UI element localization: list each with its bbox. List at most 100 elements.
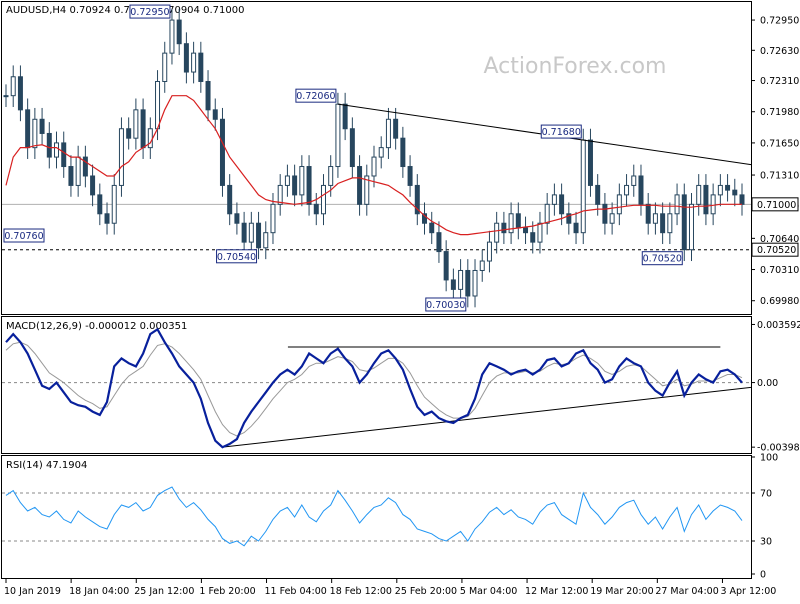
candle-body	[551, 194, 557, 205]
candle-body	[732, 189, 738, 196]
candle-body	[710, 194, 716, 215]
price-tick-label: 0.72950	[760, 16, 799, 27]
time-tick-label: 12 Mar 12:00	[525, 586, 588, 597]
candle-body	[277, 184, 283, 205]
candle-body	[191, 52, 197, 73]
annotation-box	[216, 249, 258, 264]
rsi-tick-label: 0	[760, 570, 766, 581]
candle-body	[82, 156, 88, 177]
axes: 0.72950 0.72630 0.72310 0.71980 0.71650 0.713…	[4, 16, 800, 597]
candle-body	[515, 213, 521, 229]
candle-body	[436, 232, 442, 253]
candle-body	[580, 139, 586, 234]
candle-body	[198, 52, 204, 82]
candle-body	[537, 222, 543, 243]
annotation-box	[641, 251, 683, 266]
price-tag-box	[751, 242, 799, 257]
candle-body	[703, 184, 709, 215]
candle-body	[674, 194, 680, 215]
watermark: ActionForex.com	[484, 54, 667, 79]
candle-body	[270, 203, 276, 234]
candle-body	[407, 166, 413, 186]
candle-body	[559, 194, 565, 215]
candle-body	[320, 184, 326, 215]
candle-body	[90, 175, 96, 196]
macd-tick-label: 0.00	[757, 378, 778, 389]
macd-support-trendline	[222, 386, 752, 448]
macd-label: MACD(12,26,9) -0.000012 0.000351	[6, 321, 187, 332]
annotation-label: 0.70760	[4, 231, 43, 242]
candle-body	[292, 175, 298, 196]
macd-main-line	[5, 327, 743, 449]
macd-panel-frame	[1, 316, 752, 454]
candle-body	[306, 166, 312, 205]
candle-body	[638, 175, 644, 205]
candle-body	[10, 76, 16, 97]
candle-body	[155, 80, 161, 130]
candle-body	[566, 213, 572, 224]
candle-body	[227, 184, 233, 215]
annotation-box	[425, 297, 467, 312]
candle-body	[241, 222, 247, 243]
time-tick-label: 1 Feb 20:00	[199, 586, 255, 597]
price-tag-label: 0.71000	[757, 200, 796, 211]
candle-body	[126, 128, 132, 139]
candle-body	[299, 166, 305, 196]
candle-body	[587, 139, 593, 186]
price-tick-label: 0.71310	[760, 171, 799, 182]
candle-body	[328, 166, 334, 186]
candle-body	[660, 213, 666, 234]
candle-body	[183, 43, 189, 73]
candle-body	[393, 118, 399, 139]
candle-body	[681, 194, 687, 251]
candle-body	[357, 166, 363, 205]
rsi-tick-label: 70	[760, 489, 772, 500]
candle-body	[450, 279, 456, 290]
time-tick-label: 5 Mar 04:00	[460, 586, 517, 597]
macd-tick-label: 0.003592	[757, 320, 800, 331]
rsi-lines	[5, 486, 743, 547]
candle-body	[472, 269, 478, 297]
time-tick-label: 27 Mar 04:00	[655, 586, 718, 597]
candle-body	[46, 132, 52, 158]
candle-body	[645, 203, 651, 224]
rsi-panel-frame	[1, 455, 752, 579]
annotation-label: 0.72060	[296, 91, 335, 102]
candle-body	[118, 128, 124, 186]
annotation-box	[295, 88, 337, 103]
candle-body	[530, 232, 536, 243]
candle-body	[263, 232, 269, 249]
annotation-box	[540, 124, 582, 139]
candle-body	[371, 156, 377, 177]
candle-body	[717, 184, 723, 196]
macd-tick-label: -0.003986	[757, 443, 800, 454]
price-tick-label: 0.72630	[760, 46, 799, 57]
candle-body	[61, 142, 67, 168]
candle-body	[385, 118, 391, 149]
candle-body	[429, 222, 435, 234]
candle-body	[624, 184, 630, 196]
candle-body	[465, 269, 471, 297]
candle-body	[234, 213, 240, 224]
candle-body	[422, 213, 428, 224]
candle-body	[205, 80, 211, 111]
price-panel-frame	[1, 1, 752, 315]
time-tick-label: 3 Apr 12:00	[720, 586, 776, 597]
grid-lines	[2, 203, 751, 542]
candle-body	[602, 203, 608, 224]
candle-body	[479, 260, 485, 271]
candle-body	[364, 175, 370, 205]
candle-body	[54, 142, 60, 158]
candle-body	[414, 184, 420, 215]
candle-body	[573, 222, 579, 234]
price-tick-label: 0.70640	[760, 234, 799, 245]
candle-body	[147, 128, 153, 149]
rsi-tick-label: 30	[760, 537, 772, 548]
candle-body	[140, 109, 146, 149]
annotation-label: 0.71680	[542, 127, 581, 138]
candle-body	[609, 213, 615, 224]
candle-body	[284, 175, 290, 186]
candle-body	[68, 166, 74, 186]
candle-body	[696, 184, 702, 205]
